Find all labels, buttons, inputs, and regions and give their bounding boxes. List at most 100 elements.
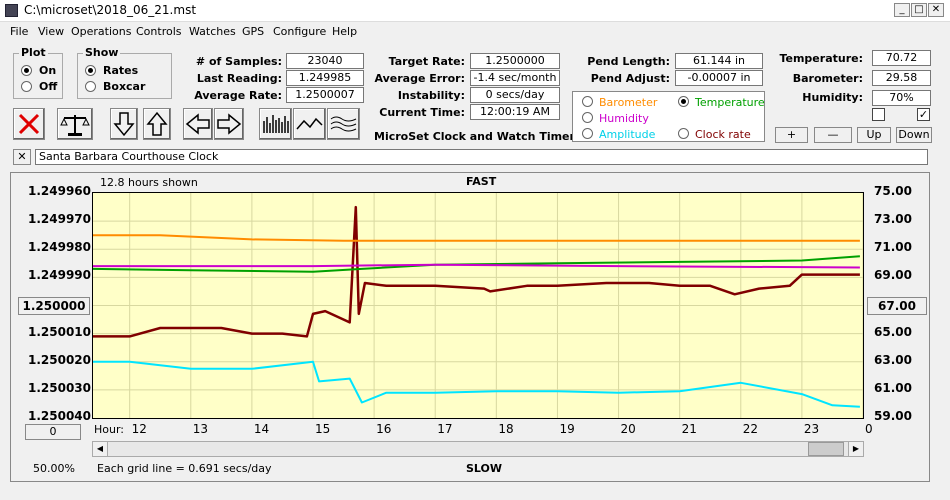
menu-configure[interactable]: Configure bbox=[273, 25, 327, 38]
left-center-button[interactable]: 1.250000 bbox=[18, 297, 90, 315]
left-axis-tick: 1.249960 bbox=[28, 184, 92, 198]
barometer-option-label: Barometer bbox=[599, 96, 658, 109]
show-rates-label: Rates bbox=[103, 64, 139, 77]
humidity-radio[interactable] bbox=[582, 112, 593, 123]
arrow-right-icon bbox=[217, 113, 242, 135]
scroll-right-icon[interactable]: ▶ bbox=[848, 442, 863, 456]
menu-file[interactable]: File bbox=[10, 25, 29, 38]
arrow-right-button[interactable] bbox=[214, 108, 244, 140]
menu-gps[interactable]: GPS bbox=[242, 25, 265, 38]
fast-label: FAST bbox=[466, 175, 497, 188]
wave-button[interactable] bbox=[327, 108, 360, 140]
right-axis-tick: 69.00 bbox=[874, 268, 912, 283]
up-button[interactable]: Up bbox=[857, 127, 891, 143]
hour-tick: 0 bbox=[865, 422, 873, 436]
left-axis-tick: 1.249970 bbox=[28, 212, 92, 227]
amplitude-option-label: Amplitude bbox=[599, 128, 656, 141]
last-reading-label: Last Reading: bbox=[196, 72, 282, 85]
right-center-button[interactable]: 67.00 bbox=[867, 297, 927, 315]
temperature-label: Temperature: bbox=[779, 52, 863, 65]
instability-label: Instability: bbox=[397, 89, 465, 102]
minus-button[interactable]: — bbox=[814, 127, 852, 143]
pend-adjust-label: Pend Adjust: bbox=[590, 72, 670, 85]
barometer-radio[interactable] bbox=[582, 96, 593, 107]
plot-off-radio[interactable] bbox=[21, 81, 32, 92]
left-axis-tick: 1.250020 bbox=[28, 352, 92, 367]
plot-group-title: Plot bbox=[19, 46, 48, 59]
horizontal-scrollbar[interactable]: ◀ ▶ bbox=[92, 441, 864, 457]
menu-view[interactable]: View bbox=[38, 25, 65, 38]
clock-rate-option-label: Clock rate bbox=[695, 128, 751, 141]
balance-button[interactable] bbox=[57, 108, 93, 140]
amplitude-radio[interactable] bbox=[582, 128, 593, 139]
menu-help[interactable]: Help bbox=[332, 25, 358, 38]
left-axis-tick: 1.249990 bbox=[28, 268, 92, 283]
wave-icon bbox=[330, 116, 357, 132]
samples-field: 23040 bbox=[286, 53, 364, 69]
arrow-up-button[interactable] bbox=[143, 108, 171, 140]
temperature-radio[interactable] bbox=[678, 96, 689, 107]
right-axis-tick: 73.00 bbox=[874, 212, 912, 227]
hour-tick: 19 bbox=[559, 422, 575, 436]
show-rates-radio[interactable] bbox=[85, 65, 96, 76]
left-axis-tick: 1.249980 bbox=[28, 240, 92, 255]
histogram-button[interactable] bbox=[259, 108, 292, 140]
balance-scale-icon bbox=[60, 115, 90, 136]
down-button[interactable]: Down bbox=[896, 127, 932, 143]
show-boxcar-radio[interactable] bbox=[85, 81, 96, 92]
hour-tick: 23 bbox=[803, 422, 820, 436]
app-icon bbox=[5, 4, 18, 17]
samples-label: # of Samples: bbox=[195, 55, 282, 68]
hour-tick: 18 bbox=[498, 422, 514, 436]
current-time-label: Current Time: bbox=[379, 106, 465, 119]
stop-button[interactable] bbox=[13, 108, 45, 140]
plus-button[interactable]: + bbox=[775, 127, 808, 143]
target-rate-label: Target Rate: bbox=[388, 55, 465, 68]
series-amplitude bbox=[93, 360, 860, 408]
chart-svg bbox=[92, 193, 864, 418]
maximize-button[interactable]: □ bbox=[911, 3, 927, 17]
temperature-field: 70.72 bbox=[872, 50, 931, 66]
menu-operations[interactable]: Operations bbox=[71, 25, 132, 38]
title-bar: C:\microset\2018_06_21.mst _ □ ✕ bbox=[0, 0, 950, 22]
clock-name-field[interactable]: Santa Barbara Courthouse Clock bbox=[35, 149, 928, 165]
right-axis-tick: 71.00 bbox=[874, 240, 912, 255]
arrow-down-button[interactable] bbox=[110, 108, 138, 140]
hour-tick: 14 bbox=[253, 422, 270, 436]
overlay-options-box bbox=[572, 91, 765, 142]
plot-area bbox=[92, 192, 864, 419]
scroll-thumb[interactable] bbox=[808, 442, 844, 456]
plot-on-label: On bbox=[39, 64, 57, 77]
temperature-option-label: Temperature bbox=[695, 96, 765, 109]
menu-bar: File View Operations Controls Watches GP… bbox=[0, 22, 950, 42]
close-clock-button[interactable]: ✕ bbox=[13, 149, 31, 165]
hour-tick: 12 bbox=[131, 422, 147, 436]
clock-rate-radio[interactable] bbox=[678, 128, 689, 139]
humidity-label: Humidity: bbox=[802, 91, 863, 104]
zoom-label: 50.00% bbox=[33, 462, 75, 475]
barometer-field: 29.58 bbox=[872, 70, 931, 86]
scroll-left-icon[interactable]: ◀ bbox=[93, 442, 108, 456]
current-time-field: 12:00:19 AM bbox=[470, 104, 560, 120]
hour-tick: 17 bbox=[437, 422, 453, 436]
left-axis-tick: 1.250040 bbox=[28, 409, 92, 423]
menu-watches[interactable]: Watches bbox=[189, 25, 236, 38]
plot-on-radio[interactable] bbox=[21, 65, 32, 76]
checkbox-left[interactable] bbox=[872, 108, 885, 121]
checkbox-right[interactable]: ✓ bbox=[917, 108, 930, 121]
hour-tick: 15 bbox=[315, 422, 331, 436]
average-rate-field: 1.2500007 bbox=[286, 87, 364, 103]
average-error-field: -1.4 sec/month bbox=[470, 70, 560, 86]
instability-field: 0 secs/day bbox=[470, 87, 560, 103]
close-window-button[interactable]: ✕ bbox=[928, 3, 944, 17]
app-caption: MicroSet Clock and Watch Timer bbox=[374, 130, 575, 143]
hour-tick: 16 bbox=[376, 422, 392, 436]
show-boxcar-label: Boxcar bbox=[103, 80, 146, 93]
line-graph-button[interactable] bbox=[293, 108, 326, 140]
series-humidity bbox=[93, 263, 860, 269]
arrow-left-button[interactable] bbox=[183, 108, 213, 140]
menu-controls[interactable]: Controls bbox=[136, 25, 182, 38]
left-bottom-button[interactable]: 0 bbox=[25, 424, 81, 440]
left-axis-tick: 1.250030 bbox=[28, 380, 92, 395]
minimize-button[interactable]: _ bbox=[894, 3, 910, 17]
